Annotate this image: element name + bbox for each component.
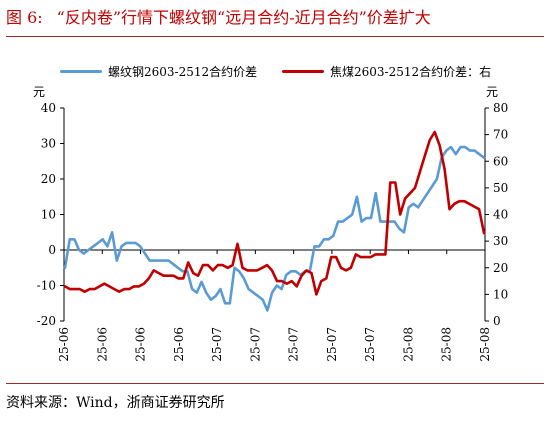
series-line-coking-coal bbox=[63, 130, 486, 296]
left-tick-label: 30 bbox=[41, 137, 56, 151]
series-line-rebar bbox=[63, 145, 486, 312]
x-tick-label: 25-06 bbox=[57, 327, 71, 362]
figure-number: 图 6: bbox=[6, 8, 43, 27]
right-tick-label: 20 bbox=[493, 261, 508, 275]
x-tick-label: 25-07 bbox=[287, 327, 301, 362]
x-tick-label: 25-07 bbox=[363, 327, 377, 362]
x-tick-label: 25-07 bbox=[325, 327, 339, 362]
source-divider bbox=[6, 383, 544, 384]
right-tick-label: 10 bbox=[493, 287, 508, 301]
x-tick-label: 25-06 bbox=[134, 327, 148, 362]
source-note: 资料来源：Wind，浙商证券研究所 bbox=[6, 395, 225, 411]
x-tick-label: 25-08 bbox=[478, 327, 492, 362]
left-tick-label: -20 bbox=[37, 314, 56, 328]
legend-item-rebar: 螺纹钢2603-2512合约价差 bbox=[60, 63, 257, 80]
figure-title: 图 6: “反内卷”行情下螺纹钢“远月合约-近月合约”价差扩大 bbox=[6, 4, 431, 28]
left-tick-label: 20 bbox=[41, 172, 56, 186]
legend-label-rebar: 螺纹钢2603-2512合约价差 bbox=[108, 65, 258, 79]
right-tick-label: 50 bbox=[493, 181, 508, 195]
x-tick-label: 25-06 bbox=[95, 327, 109, 362]
legend-item-coking-coal: 焦煤2603-2512合约价差：右 bbox=[282, 63, 491, 80]
legend-swatch-rebar bbox=[60, 70, 102, 73]
legend-swatch-coking-coal bbox=[282, 70, 324, 73]
figure-title-text: “反内卷”行情下螺纹钢“远月合约-近月合约”价差扩大 bbox=[56, 8, 431, 27]
left-tick-label: 10 bbox=[41, 208, 56, 222]
right-tick-label: 0 bbox=[493, 314, 501, 328]
right-tick-label: 70 bbox=[493, 128, 508, 142]
right-axis-unit: 元 bbox=[486, 85, 499, 99]
legend-label-coking-coal: 焦煤2603-2512合约价差：右 bbox=[330, 65, 492, 79]
right-tick-label: 80 bbox=[493, 101, 508, 115]
right-tick-label: 30 bbox=[493, 234, 508, 248]
x-tick-label: 25-06 bbox=[172, 327, 186, 362]
right-tick-label: 40 bbox=[493, 208, 508, 222]
left-tick-label: -10 bbox=[37, 279, 56, 293]
right-tick-label: 60 bbox=[493, 154, 508, 168]
x-tick-label: 25-08 bbox=[401, 327, 415, 362]
x-tick-label: 25-08 bbox=[440, 327, 454, 362]
title-divider bbox=[6, 36, 544, 37]
left-tick-label: 40 bbox=[41, 101, 56, 115]
x-tick-label: 25-07 bbox=[210, 327, 224, 362]
left-tick-label: 0 bbox=[48, 243, 56, 257]
x-tick-label: 25-07 bbox=[248, 327, 262, 362]
left-axis-unit: 元 bbox=[33, 85, 46, 99]
